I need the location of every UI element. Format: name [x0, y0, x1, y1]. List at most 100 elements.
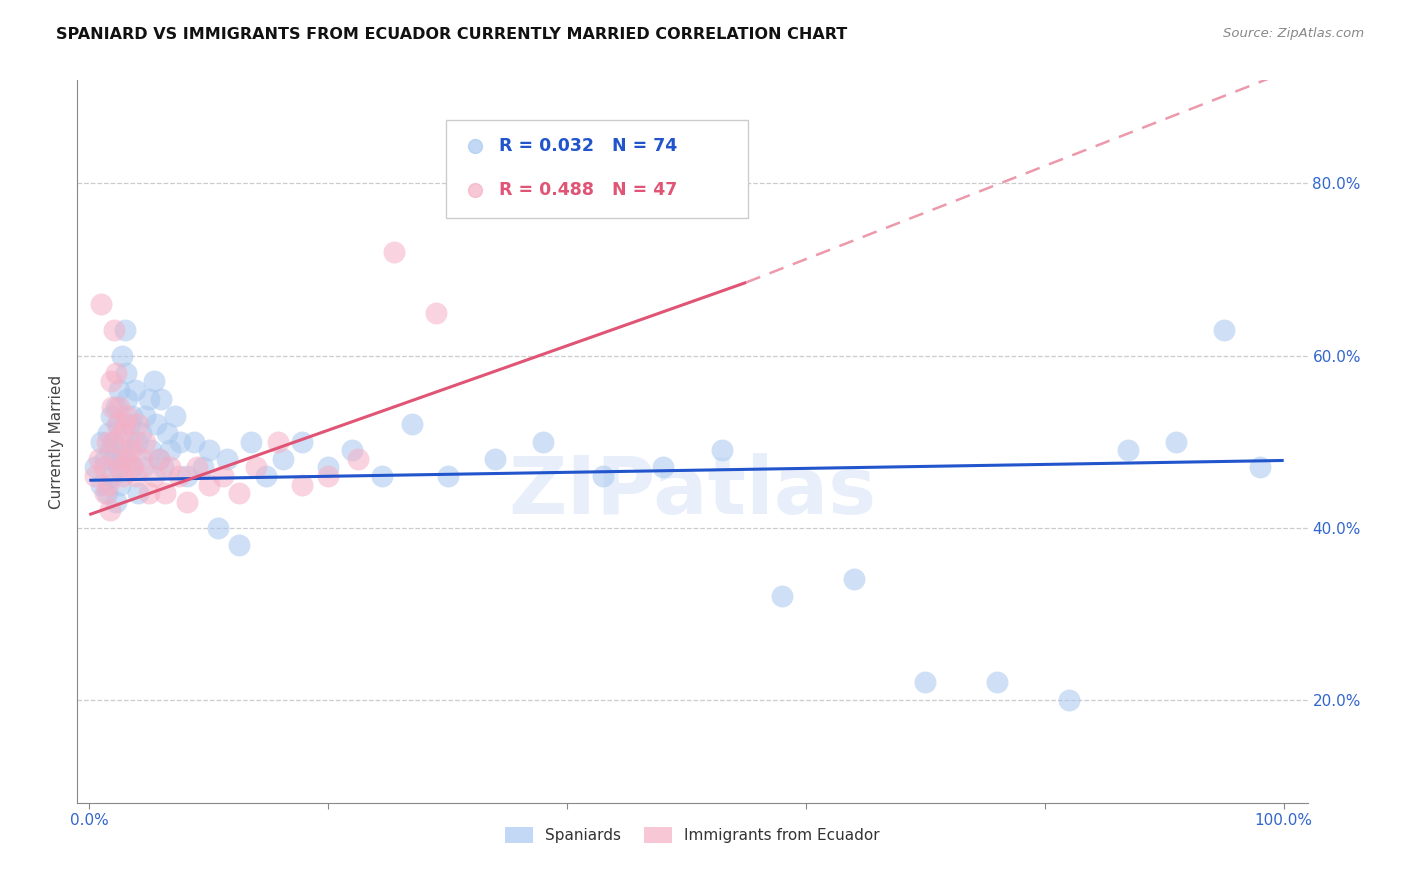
Point — [134, 409, 156, 423]
Point — [291, 477, 314, 491]
Point — [84, 460, 107, 475]
Point — [96, 434, 118, 449]
Point — [90, 434, 112, 449]
Point — [291, 434, 314, 449]
Point — [228, 486, 250, 500]
Point — [239, 434, 262, 449]
Point — [101, 469, 124, 483]
Point — [169, 434, 191, 449]
Point — [104, 494, 127, 508]
Point — [107, 451, 129, 466]
Point — [197, 443, 219, 458]
Point — [142, 469, 165, 483]
Point — [371, 469, 394, 483]
Text: ZIPatlas: ZIPatlas — [509, 453, 876, 531]
Point — [125, 434, 148, 449]
Point — [152, 460, 174, 475]
Point — [148, 451, 170, 466]
Point — [148, 451, 170, 466]
Point — [1249, 460, 1271, 475]
Text: R = 0.488   N = 47: R = 0.488 N = 47 — [499, 181, 678, 199]
Point — [531, 434, 554, 449]
Point — [191, 460, 214, 475]
Point — [121, 409, 143, 423]
Point — [464, 135, 486, 149]
Point — [711, 443, 734, 458]
Point — [770, 590, 793, 604]
Point — [138, 392, 160, 406]
Point — [254, 469, 277, 483]
Point — [347, 451, 370, 466]
Point — [464, 83, 486, 97]
Point — [110, 460, 132, 475]
Point — [186, 460, 208, 475]
Point — [228, 538, 250, 552]
Point — [100, 375, 122, 389]
Point — [592, 469, 614, 483]
Point — [176, 469, 198, 483]
Point — [107, 417, 129, 432]
Point — [98, 503, 121, 517]
Point — [271, 451, 294, 466]
Point — [131, 451, 153, 466]
Point — [159, 443, 181, 458]
Point — [986, 675, 1008, 690]
Point — [425, 305, 447, 319]
Point — [207, 520, 229, 534]
Point — [114, 417, 136, 432]
Point — [90, 297, 112, 311]
Point — [436, 469, 458, 483]
Point — [110, 434, 132, 449]
Point — [96, 486, 118, 500]
Point — [98, 443, 121, 458]
Point — [132, 460, 155, 475]
Point — [110, 477, 132, 491]
Point — [183, 434, 205, 449]
Point — [108, 400, 131, 414]
Point — [121, 460, 143, 475]
Text: SPANIARD VS IMMIGRANTS FROM ECUADOR CURRENTLY MARRIED CORRELATION CHART: SPANIARD VS IMMIGRANTS FROM ECUADOR CURR… — [56, 27, 848, 42]
Point — [97, 425, 120, 440]
Point — [103, 323, 125, 337]
Point — [111, 469, 134, 483]
Point — [340, 443, 363, 458]
Point — [159, 460, 181, 475]
Point — [101, 400, 124, 414]
Point — [107, 460, 129, 475]
Point — [401, 417, 423, 432]
Point — [100, 409, 122, 423]
Point — [149, 392, 172, 406]
Point — [156, 425, 179, 440]
Point — [120, 443, 142, 458]
Point — [114, 323, 136, 337]
Point — [117, 409, 139, 423]
Point — [145, 417, 167, 432]
Point — [122, 460, 145, 475]
Point — [90, 477, 112, 491]
Point — [176, 494, 198, 508]
Point — [842, 572, 865, 586]
Point — [104, 366, 127, 380]
Point — [267, 434, 290, 449]
Point — [97, 477, 120, 491]
Point — [118, 443, 141, 458]
Point — [93, 460, 115, 475]
Point — [197, 477, 219, 491]
Point — [167, 469, 190, 483]
Point — [1166, 434, 1188, 449]
Point — [117, 392, 139, 406]
Point — [651, 460, 673, 475]
Point — [110, 349, 132, 363]
Point — [105, 417, 128, 432]
Point — [1057, 692, 1080, 706]
Point — [124, 383, 146, 397]
Point — [316, 469, 339, 483]
Point — [87, 451, 110, 466]
Legend: Spaniards, Immigrants from Ecuador: Spaniards, Immigrants from Ecuador — [499, 822, 886, 849]
Point — [215, 451, 238, 466]
Point — [484, 451, 506, 466]
Point — [153, 486, 176, 500]
Point — [134, 434, 156, 449]
Point — [1118, 443, 1140, 458]
Point — [1213, 323, 1236, 337]
